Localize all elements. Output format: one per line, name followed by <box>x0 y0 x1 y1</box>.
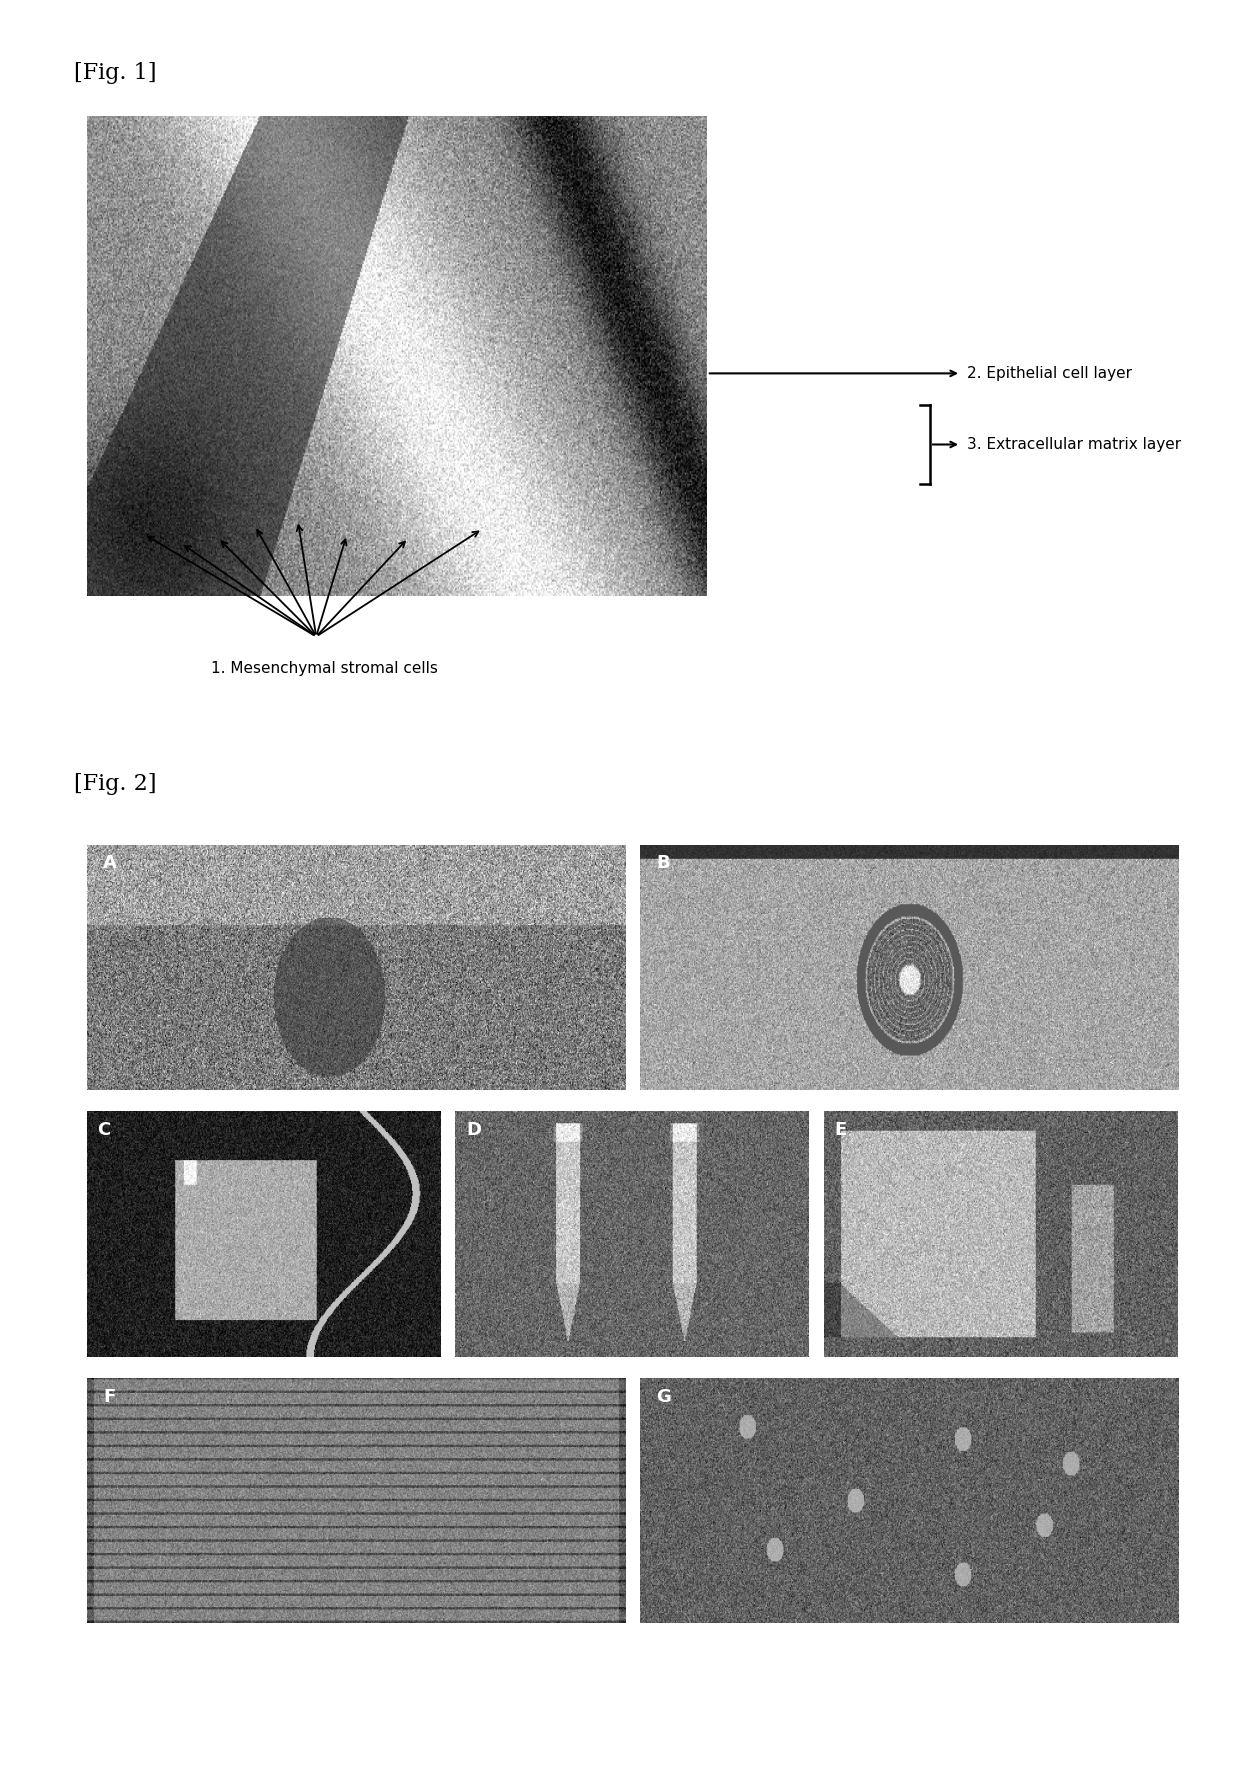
Text: 3. Extracellular matrix layer: 3. Extracellular matrix layer <box>967 437 1182 452</box>
Text: 1. Mesenchymal stromal cells: 1. Mesenchymal stromal cells <box>211 661 438 676</box>
Text: D: D <box>466 1122 481 1140</box>
Text: E: E <box>835 1122 847 1140</box>
Text: C: C <box>98 1122 110 1140</box>
Text: A: A <box>103 855 117 873</box>
Text: 2. Epithelial cell layer: 2. Epithelial cell layer <box>967 366 1132 380</box>
Text: F: F <box>103 1389 115 1406</box>
Text: [Fig. 1]: [Fig. 1] <box>74 62 157 84</box>
Text: [Fig. 2]: [Fig. 2] <box>74 773 157 795</box>
Text: B: B <box>656 855 670 873</box>
Text: G: G <box>656 1389 671 1406</box>
